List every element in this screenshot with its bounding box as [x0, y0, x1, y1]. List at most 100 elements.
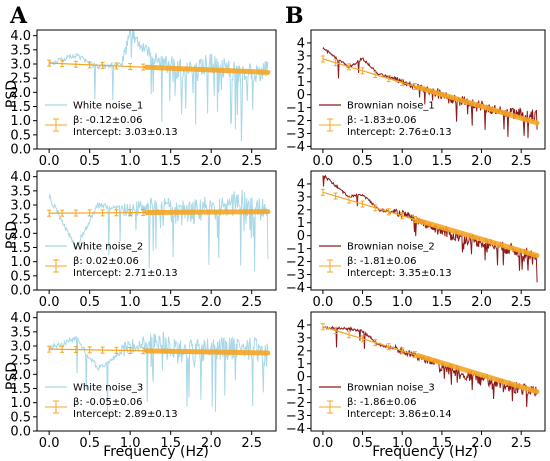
- x-tick-label: 1.0: [120, 436, 141, 451]
- y-axis-title-row-2: PSD: [4, 221, 20, 249]
- axes-frame-a3: [36, 311, 277, 432]
- x-tick-label: 1.0: [392, 154, 413, 169]
- panel-a1: 0.0 0.5 1.0 1.5 2.0 2.50.00.51.01.52.02.53.03…: [10, 29, 277, 169]
- axes-frame-b2: [310, 170, 546, 291]
- x-tick-label: 1.0: [120, 295, 141, 310]
- fit-line-b3: [320, 323, 540, 395]
- y-tick-label: −2: [286, 255, 305, 270]
- y-tick-label: −2: [286, 396, 305, 411]
- x-tick-label: 1.5: [432, 154, 453, 169]
- legend-b2: Brownian noise_2 β: -1.81±0.06Intercept: …: [319, 242, 452, 279]
- panels: 0.0 0.5 1.0 1.5 2.0 2.50.00.51.01.52.02.53.03…: [10, 29, 546, 451]
- y-tick-label: 1: [297, 216, 305, 231]
- x-tick-label: 1.5: [160, 154, 181, 169]
- x-tick-label: 2.5: [241, 295, 262, 310]
- legend-beta: β: 0.02±0.06: [73, 256, 139, 267]
- legend-b1: Brownian noise_1 β: -1.83±0.06Intercept: …: [319, 101, 452, 138]
- x-tick-label: 0.0: [313, 295, 334, 310]
- legend-series-label: Brownian noise_3: [347, 383, 435, 394]
- legend-series-label: White noise_2: [73, 242, 143, 253]
- legend-beta: β: -1.83±0.06: [347, 115, 416, 126]
- series-line-a2: [48, 189, 269, 272]
- x-tick-label: 2.0: [471, 436, 492, 451]
- y-tick-label: 2.0: [10, 368, 31, 383]
- y-tick-label: 1.0: [10, 114, 31, 129]
- y-tick-label: −3: [286, 127, 305, 142]
- x-tick-label: 2.0: [471, 154, 492, 169]
- x-tick-label: 2.0: [471, 295, 492, 310]
- x-axis-title-b: Frequency (Hz): [372, 444, 478, 460]
- y-tick-label: −4: [286, 281, 305, 296]
- x-tick-label: 2.0: [201, 436, 222, 451]
- x-tick-label: 0.0: [39, 295, 60, 310]
- y-tick-label: 0: [297, 370, 305, 385]
- y-tick-label: 0.0: [10, 425, 31, 440]
- axes-frame-b1: [310, 29, 546, 150]
- x-tick-label: 2.0: [201, 295, 222, 310]
- y-tick-label: −1: [286, 383, 305, 398]
- y-tick-label: 1.5: [10, 382, 31, 397]
- panel-a3: 0.0 0.5 1.0 1.5 2.0 2.50.00.51.01.52.02.53.03…: [10, 311, 277, 451]
- y-tick-label: 4: [297, 318, 305, 333]
- y-tick-label: 4: [297, 36, 305, 51]
- panel-a2: 0.0 0.5 1.0 1.5 2.0 2.50.00.51.01.52.02.53.03…: [10, 170, 277, 310]
- y-tick-label: 2.5: [10, 72, 31, 87]
- y-tick-label: 0.0: [10, 143, 31, 158]
- y-tick-label: 4: [297, 177, 305, 192]
- series-line-a1: [49, 30, 269, 142]
- y-tick-label: 4.0: [10, 170, 31, 185]
- y-tick-label: 1.5: [10, 100, 31, 115]
- y-tick-label: 1: [297, 357, 305, 372]
- y-tick-label: 4.0: [10, 29, 31, 44]
- y-tick-label: 0: [297, 88, 305, 103]
- y-tick-label: 2: [297, 344, 305, 359]
- legend-intercept: Intercept: 2.71±0.13: [73, 268, 178, 279]
- x-tick-label: 0.0: [39, 436, 60, 451]
- legend-intercept: Intercept: 3.03±0.13: [73, 127, 178, 138]
- y-axis-title-row-1: PSD: [4, 80, 20, 108]
- legend-intercept: Intercept: 3.86±0.14: [347, 409, 452, 420]
- y-tick-label: 2: [297, 62, 305, 77]
- y-tick-label: −1: [286, 242, 305, 257]
- x-tick-label: 1.5: [160, 436, 181, 451]
- y-tick-label: −4: [286, 140, 305, 155]
- y-tick-label: 0.0: [10, 284, 31, 299]
- y-tick-label: 3.5: [10, 43, 31, 58]
- fit-line-a3: [47, 345, 271, 356]
- legend-beta: β: -0.12±0.06: [73, 115, 142, 126]
- fit-line-a1: [47, 59, 271, 75]
- legend-beta: β: -0.05±0.06: [73, 397, 142, 408]
- x-tick-label: 2.5: [241, 154, 262, 169]
- y-tick-label: −3: [286, 409, 305, 424]
- x-tick-label: 0.5: [352, 154, 373, 169]
- panel-letter-a: A: [9, 3, 28, 29]
- axes-frame-a2: [36, 170, 277, 291]
- y-tick-label: 4.0: [10, 311, 31, 326]
- y-tick-label: 0.5: [10, 269, 31, 284]
- y-tick-label: 1.5: [10, 241, 31, 256]
- x-tick-label: 1.5: [432, 436, 453, 451]
- legend-series-label: Brownian noise_2: [347, 242, 435, 253]
- x-tick-label: 0.5: [352, 436, 373, 451]
- legend-intercept: Intercept: 3.35±0.13: [347, 268, 452, 279]
- legend-series-label: White noise_3: [73, 383, 143, 394]
- x-tick-label: 2.5: [511, 154, 532, 169]
- y-tick-label: 2.0: [10, 86, 31, 101]
- x-tick-label: 1.5: [432, 295, 453, 310]
- legend-beta: β: -1.86±0.06: [347, 397, 416, 408]
- legend-beta: β: -1.81±0.06: [347, 256, 416, 267]
- x-tick-label: 2.5: [511, 436, 532, 451]
- axes-frame-a1: [36, 29, 277, 150]
- y-tick-label: 3: [297, 49, 305, 64]
- legend-b3: Brownian noise_3 β: -1.86±0.06Intercept: …: [319, 383, 452, 420]
- y-tick-label: −3: [286, 268, 305, 283]
- y-tick-label: 3.5: [10, 184, 31, 199]
- y-tick-label: 3: [297, 190, 305, 205]
- axes-frame-b3: [310, 311, 546, 432]
- y-tick-label: 3: [297, 331, 305, 346]
- legend-intercept: Intercept: 2.76±0.13: [347, 127, 452, 138]
